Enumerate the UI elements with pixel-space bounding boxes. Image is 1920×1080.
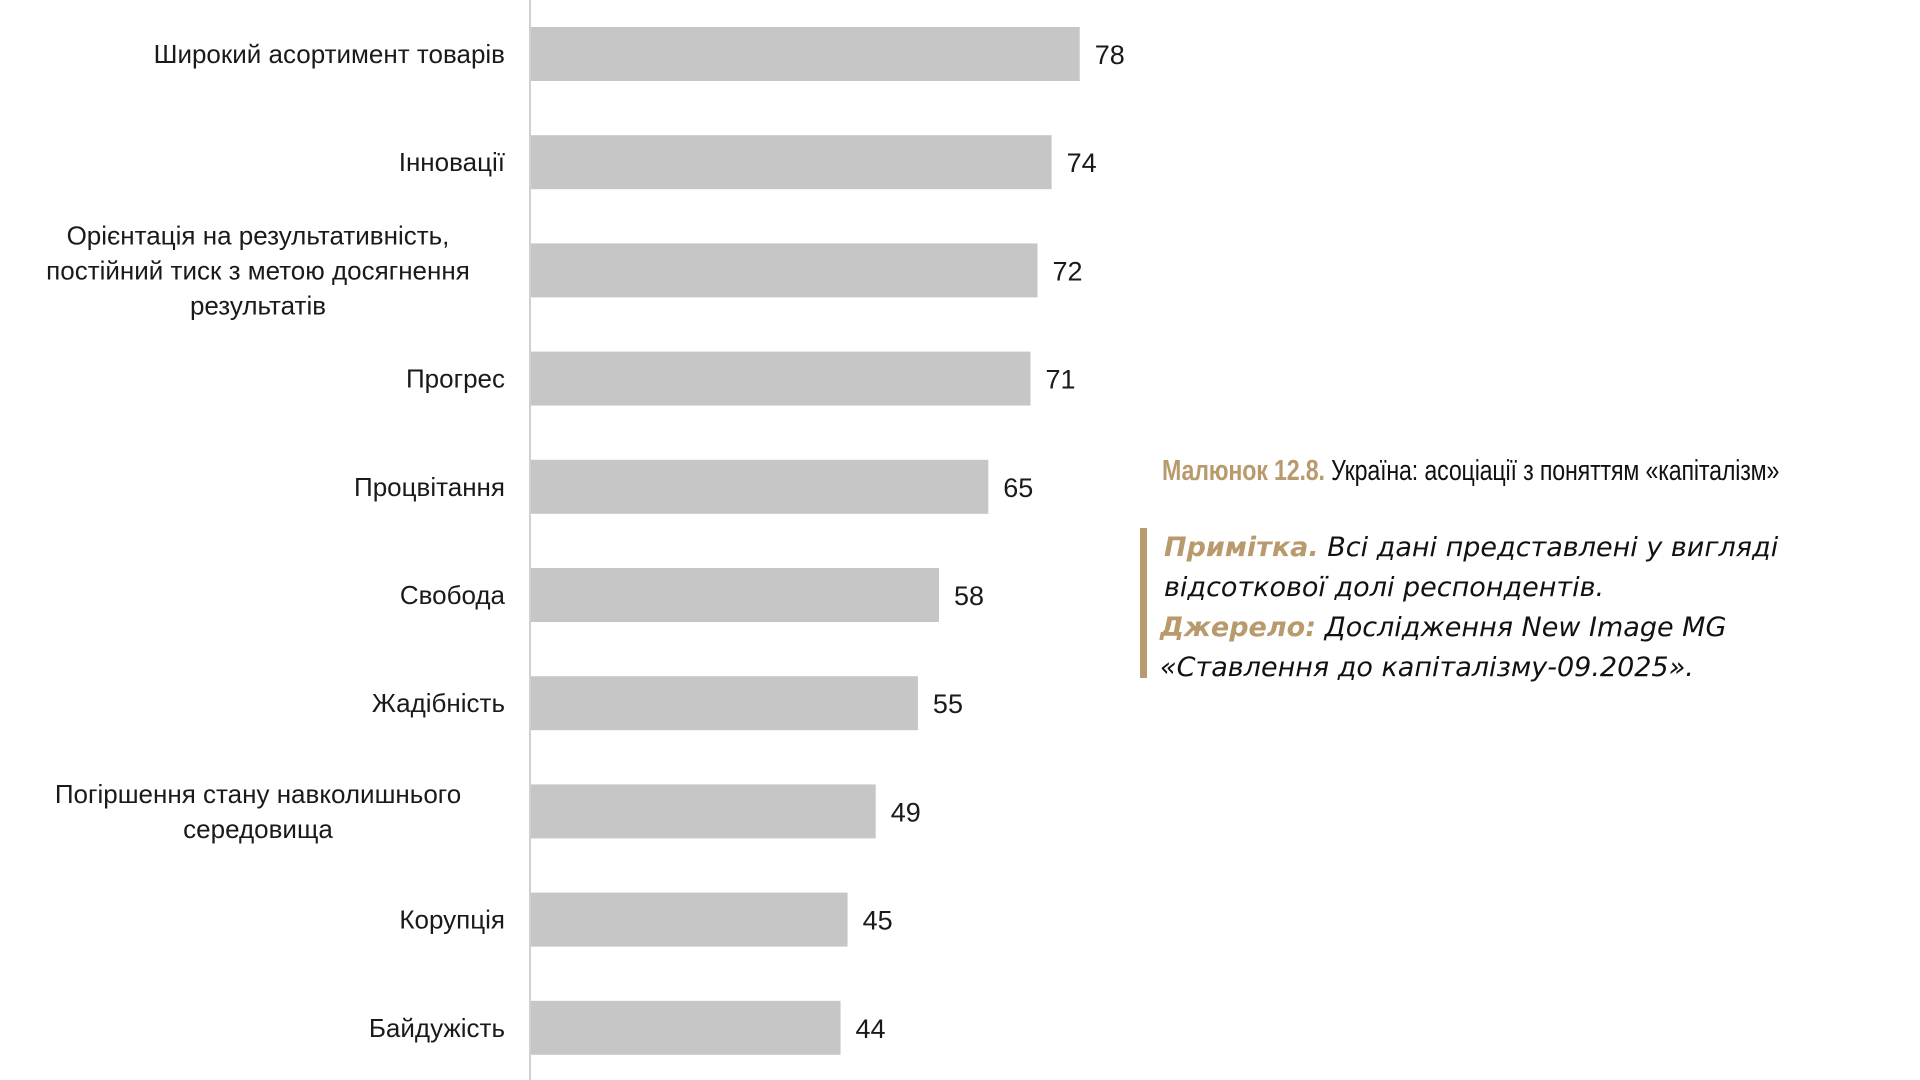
value-label-1: 78 xyxy=(1095,40,1125,70)
bar-10 xyxy=(531,1000,841,1055)
category-label-1: Широкий асортимент товарів xyxy=(154,39,505,69)
value-label-7: 55 xyxy=(933,689,963,719)
value-label-6: 58 xyxy=(954,581,984,611)
bar-chart: Широкий асортимент товарів Інновації Орієн… xyxy=(46,0,1125,1080)
value-label-3: 72 xyxy=(1053,256,1083,286)
category-label-3: Орієнтація на результативність, постійний… xyxy=(46,220,470,320)
bar-8 xyxy=(531,784,876,839)
value-label-9: 45 xyxy=(863,906,893,936)
bar-9 xyxy=(531,892,848,947)
figure-caption: Малюнок 12.8. Україна: асоціації з понят… xyxy=(1162,455,1779,488)
bar-6 xyxy=(531,568,940,622)
category-label-7: Жадібність xyxy=(372,688,505,718)
category-label-2: Інновації xyxy=(399,147,505,177)
category-label-4: Прогрес xyxy=(406,364,505,394)
value-label-2: 74 xyxy=(1067,148,1097,178)
figure-number: Малюнок 12.8. xyxy=(1162,455,1325,487)
source-label: Джерело: xyxy=(1160,612,1316,643)
notes-block: Примітка. Всі дані представлені у вигляд… xyxy=(1140,528,1860,683)
value-label-8: 49 xyxy=(891,797,921,827)
note-paragraph: Примітка. Всі дані представлені у вигляд… xyxy=(1164,528,1864,608)
bar-2 xyxy=(531,135,1052,190)
bar-1 xyxy=(531,27,1080,81)
note-label: Примітка. xyxy=(1164,532,1319,563)
notes-accent-bar xyxy=(1140,528,1147,678)
category-label-9: Корупція xyxy=(399,905,505,935)
note-text: Всі дані представлені у вигляді відсотко… xyxy=(1164,532,1779,603)
value-label-5: 65 xyxy=(1003,473,1033,503)
bar-3 xyxy=(531,243,1038,298)
value-label-10: 44 xyxy=(856,1014,886,1044)
category-label-8: Погіршення стану навколишнього середовища xyxy=(55,779,461,844)
value-label-4: 71 xyxy=(1045,365,1075,395)
bar-4 xyxy=(531,351,1031,406)
category-label-10: Байдужість xyxy=(369,1013,505,1043)
category-label-6: Свобода xyxy=(400,580,506,610)
bar-7 xyxy=(531,676,918,731)
source-paragraph: Джерело: Дослідження New Image MG «Ставл… xyxy=(1160,608,1860,688)
figure-title: Україна: асоціації з поняттям «капіталіз… xyxy=(1331,455,1780,487)
category-label-5: Процвітання xyxy=(354,472,505,502)
source-text: Дослідження New Image MG «Ставлення до к… xyxy=(1160,612,1727,683)
bar-5 xyxy=(531,459,989,514)
